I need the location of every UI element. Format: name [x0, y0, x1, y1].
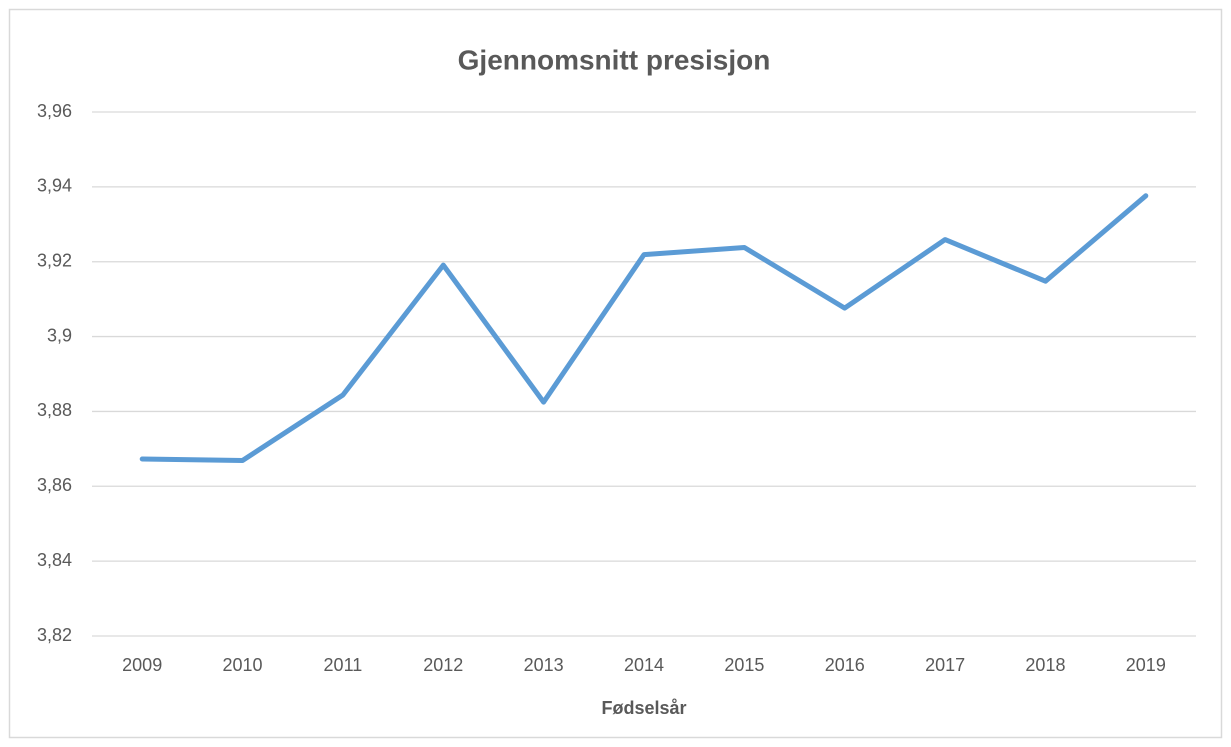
x-axis-title: Fødselsår	[601, 698, 686, 718]
x-tick-label: 2010	[223, 655, 263, 675]
chart-title: Gjennomsnitt presisjon	[458, 44, 771, 75]
y-tick-label: 3,84	[37, 550, 72, 570]
x-tick-label: 2009	[122, 655, 162, 675]
x-tick-label: 2015	[724, 655, 764, 675]
data-line	[139, 193, 1149, 463]
chart-border	[8, 8, 1223, 739]
x-tick-label: 2014	[624, 655, 664, 675]
y-tick-label: 3,92	[37, 250, 72, 270]
y-tick-label: 3,96	[37, 101, 72, 121]
y-tick-label: 3,94	[37, 176, 72, 196]
y-tick-label: 3,88	[37, 400, 72, 420]
y-tick-label: 3,82	[37, 625, 72, 645]
y-tick-label: 3,9	[47, 325, 72, 345]
x-tick-label: 2019	[1126, 655, 1166, 675]
x-tick-label: 2012	[423, 655, 463, 675]
x-tick-label: 2017	[925, 655, 965, 675]
x-tick-label: 2011	[324, 655, 363, 675]
y-tick-label: 3,86	[37, 475, 72, 495]
x-tick-label: 2016	[825, 655, 865, 675]
x-tick-label: 2018	[1025, 655, 1065, 675]
x-tick-label: 2013	[524, 655, 564, 675]
